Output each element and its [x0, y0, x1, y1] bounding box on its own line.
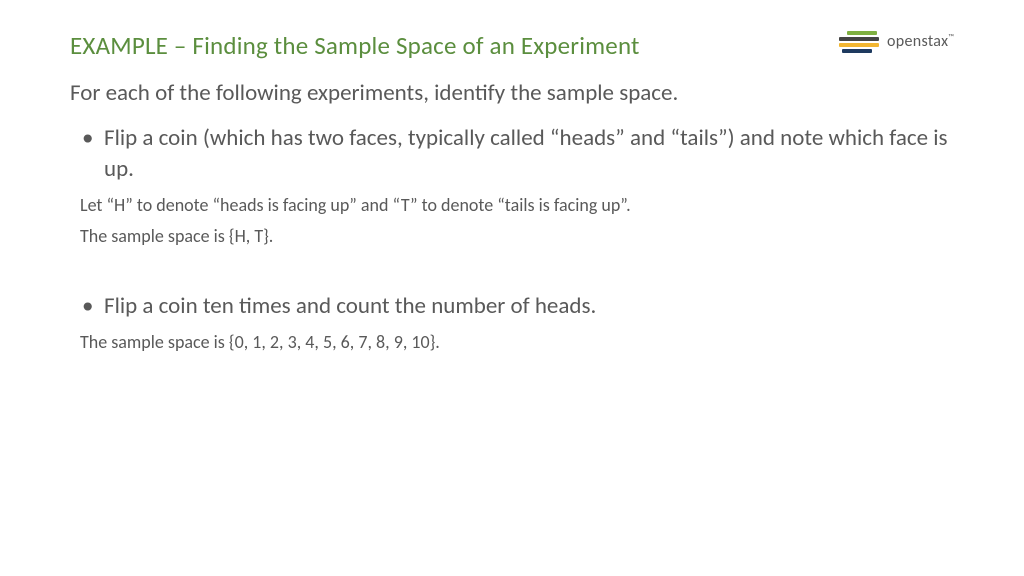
logo-bar-1: [839, 37, 879, 41]
logo-bar-2: [839, 43, 879, 47]
sub-text-0-0: Let “H” to denote “heads is facing up” a…: [70, 193, 954, 218]
logo-tm: ™: [948, 33, 954, 43]
logo-text: openstax™: [887, 32, 954, 51]
bullet-item-1: Flip a coin ten times and count the numb…: [70, 291, 954, 322]
header-row: EXAMPLE – Finding the Sample Space of an…: [70, 30, 954, 61]
intro-text: For each of the following experiments, i…: [70, 79, 954, 109]
logo-brand: openstax: [887, 32, 948, 51]
slide-title: EXAMPLE – Finding the Sample Space of an…: [70, 30, 640, 61]
logo-stack-icon: [839, 31, 879, 53]
sub-text-0-1: The sample space is {H, T}.: [70, 224, 954, 249]
logo-bar-0: [847, 31, 877, 35]
sub-text-1-0: The sample space is {0, 1, 2, 3, 4, 5, 6…: [70, 330, 954, 355]
openstax-logo: openstax™: [839, 31, 954, 53]
slide-container: EXAMPLE – Finding the Sample Space of an…: [0, 0, 1024, 392]
spacer: [70, 255, 954, 291]
logo-bar-3: [842, 49, 872, 53]
bullet-item-0: Flip a coin (which has two faces, typica…: [70, 123, 954, 185]
